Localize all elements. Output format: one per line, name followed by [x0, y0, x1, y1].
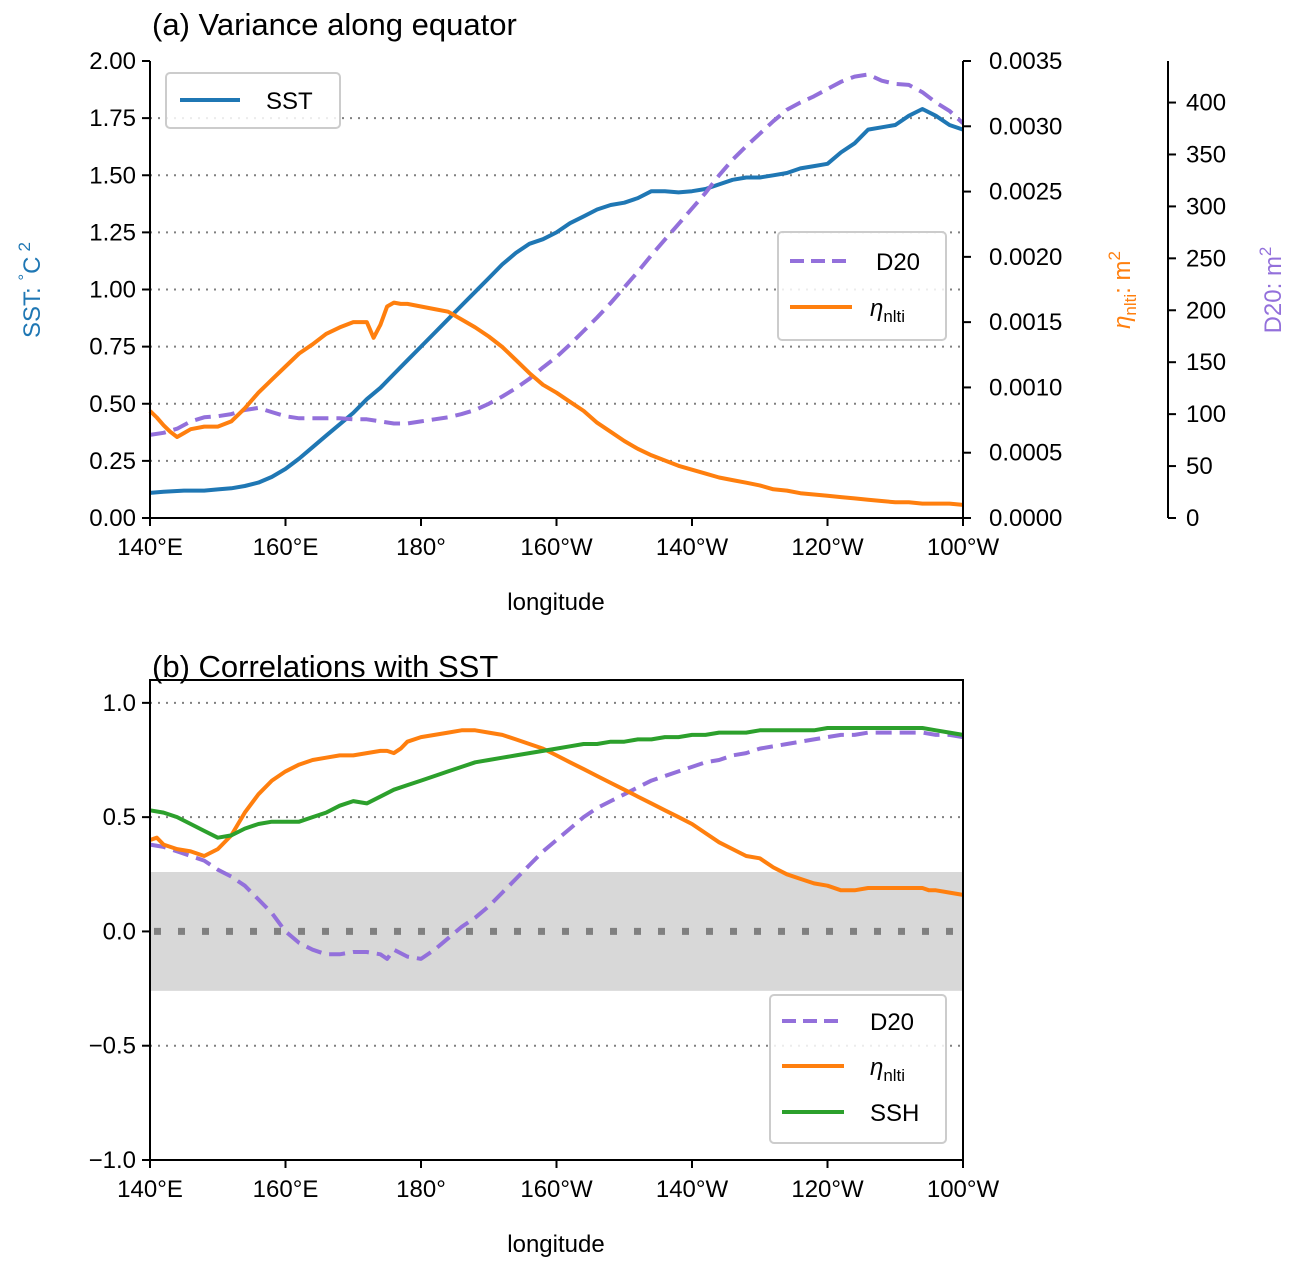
left-axis-title-unit: C — [19, 256, 46, 273]
x-tick-label: 100°W — [927, 534, 1000, 561]
x-tick-label: 100°W — [927, 1176, 1000, 1203]
legend-label-ssh: SSH — [870, 1100, 919, 1127]
x-tick-label: 160°W — [520, 534, 593, 561]
legend-box — [165, 72, 341, 129]
panel-b-lines — [149, 726, 964, 961]
y-tick-label: 0.0020 — [989, 244, 1062, 271]
y-tick-label: 0.0035 — [989, 48, 1062, 75]
legend-label-eta: ηnlti — [870, 1054, 905, 1085]
x-tick-label: 180° — [396, 1176, 446, 1203]
right2-axis-title-sup: 2 — [1256, 247, 1275, 256]
legend-label-d20: D20 — [876, 249, 920, 276]
y-tick-label: 1.75 — [89, 105, 136, 132]
panel-a-left-y-ticks: 0.00 0.25 0.50 0.75 1.00 1.25 1.50 1.75 2.00 — [89, 48, 150, 532]
y-tick-label: 0 — [1186, 505, 1199, 532]
series-line-ηnlti — [149, 728, 964, 897]
y-tick-label: 1.50 — [89, 162, 136, 189]
x-tick-label: 140°W — [656, 1176, 729, 1203]
y-tick-label: 350 — [1186, 141, 1226, 168]
series-line-ssh — [149, 726, 964, 840]
y-tick-label: −0.5 — [89, 1033, 136, 1060]
y-tick-label: 1.25 — [89, 219, 136, 246]
y-tick-label: 0.0025 — [989, 179, 1062, 206]
x-tick-label: 140°E — [117, 534, 183, 561]
right1-axis-title-sub: nlti — [1121, 294, 1140, 316]
y-tick-label: 1.00 — [89, 277, 136, 304]
y-tick-label: 0.25 — [89, 448, 136, 475]
panel-b-title: (b) Correlations with SST — [152, 649, 498, 684]
x-tick-label: 160°E — [253, 534, 319, 561]
series-line-sst — [149, 107, 964, 495]
panel-a-right1-y-ticks: 0.0000 0.0005 0.0010 0.0015 0.0020 0.0025 0.00… — [963, 48, 1062, 532]
x-tick-label: 160°E — [253, 1176, 319, 1203]
panel-a-x-ticks: 140°E 160°E 180° 160°W 140°W 120°W 100°W — [117, 518, 999, 561]
y-tick-label: 0.0005 — [989, 440, 1062, 467]
right1-axis-title-eta: η — [1109, 316, 1136, 329]
panel-b-x-axis-title: longitude — [507, 1231, 604, 1258]
y-tick-label: 0.5 — [103, 804, 136, 831]
panel-a-right1-axis-title: ηnlti: m2 — [1105, 251, 1140, 329]
series-line-d20 — [149, 730, 964, 961]
y-tick-label: 200 — [1186, 297, 1226, 324]
y-tick-label: 50 — [1186, 453, 1213, 480]
y-tick-label: 100 — [1186, 401, 1226, 428]
y-tick-label: 2.00 — [89, 48, 136, 75]
legend-label-eta: ηnlti — [870, 295, 905, 326]
panel-a-legend-sst: SST — [165, 72, 341, 129]
right1-axis-title-sup: 2 — [1105, 251, 1124, 260]
panel-a-lines — [148, 72, 965, 507]
x-tick-label: 180° — [396, 534, 446, 561]
y-tick-label: 250 — [1186, 245, 1226, 272]
panel-a-x-axis-title: longitude — [507, 589, 604, 616]
left-axis-title-degree: ° — [15, 274, 34, 281]
legend-label-d20: D20 — [870, 1009, 914, 1036]
panel-b: 140°E 160°E 180° 160°W 140°W 120°W 100°W −1.0−… — [89, 649, 1000, 1258]
panel-a-legend-d20-eta: D20 ηnlti — [777, 231, 947, 341]
x-tick-label: 140°W — [656, 534, 729, 561]
y-tick-label: 0.0010 — [989, 374, 1062, 401]
legend-box — [777, 231, 947, 341]
panel-b-legend: D20 ηnlti SSH — [769, 994, 947, 1144]
panel-a-left-axis-title: SST: °C 2 — [15, 242, 46, 338]
y-tick-label: −1.0 — [89, 1147, 136, 1174]
panel-a-right2-axis-title: D20: m2 — [1256, 247, 1287, 334]
series-line-ηnlti — [148, 300, 964, 507]
y-tick-label: 0.50 — [89, 391, 136, 418]
legend-box — [769, 994, 947, 1144]
y-tick-label: 0.0 — [103, 918, 136, 945]
panel-b-x-ticks: 140°E 160°E 180° 160°W 140°W 120°W 100°W — [117, 1160, 999, 1203]
y-tick-label: 400 — [1186, 90, 1226, 117]
y-tick-label: 0.00 — [89, 505, 136, 532]
left-axis-title-main: SST: — [19, 281, 46, 338]
y-tick-label: 0.0015 — [989, 309, 1062, 336]
legend-label-sst: SST — [266, 88, 313, 115]
panel-b-y-ticks: −1.0 −0.5 0.0 0.5 1.0 — [89, 690, 150, 1174]
right1-axis-title-unit: : m — [1109, 261, 1136, 294]
left-axis-title-sup: 2 — [15, 242, 34, 251]
y-tick-label: 300 — [1186, 193, 1226, 220]
y-tick-label: 150 — [1186, 349, 1226, 376]
y-tick-label: 0.75 — [89, 334, 136, 361]
panel-a-right2-y-ticks: 0 50 100 150 200 250 300 350 400 — [1168, 90, 1226, 532]
panel-a-title: (a) Variance along equator — [152, 7, 517, 42]
y-tick-label: 1.0 — [103, 690, 136, 717]
y-tick-label: 0.0000 — [989, 505, 1062, 532]
y-tick-label: 0.0030 — [989, 113, 1062, 140]
x-tick-label: 120°W — [791, 534, 864, 561]
x-tick-label: 160°W — [520, 1176, 593, 1203]
panel-a: 140°E 160°E 180° 160°W 140°W 120°W 100°W 0.000… — [15, 7, 1287, 616]
right2-axis-title-main: D20: m — [1260, 256, 1287, 333]
x-tick-label: 120°W — [791, 1176, 864, 1203]
x-tick-label: 140°E — [117, 1176, 183, 1203]
